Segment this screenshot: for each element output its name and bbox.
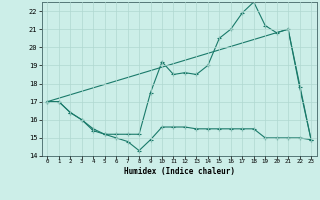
X-axis label: Humidex (Indice chaleur): Humidex (Indice chaleur) [124, 167, 235, 176]
